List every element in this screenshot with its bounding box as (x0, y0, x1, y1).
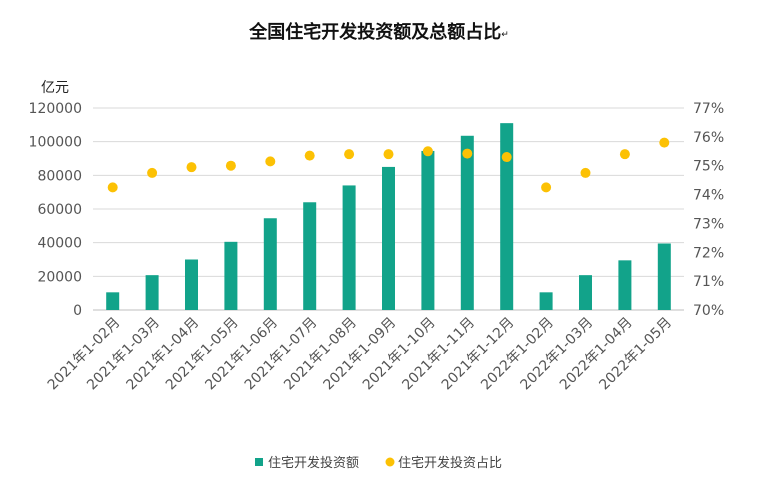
right-tick-label: 74% (693, 188, 724, 204)
x-axis-ticks: 2021年1-02月2021年1-03月2021年1-04月2021年1-05月… (45, 315, 675, 394)
left-axis-ticks: 0 20000 40000 60000 80000 100000 120000 (29, 101, 82, 319)
left-tick-label: 80000 (37, 168, 82, 184)
bar (500, 123, 514, 311)
data-point (383, 149, 394, 160)
left-tick-label: 20000 (37, 269, 82, 285)
left-tick-label: 120000 (29, 101, 82, 117)
data-point (304, 150, 315, 161)
bar (263, 218, 277, 310)
left-tick-label: 60000 (37, 202, 82, 218)
legend-swatch-dot (385, 457, 395, 467)
legend-label-dot: 住宅开发投资占比 (398, 455, 502, 471)
bar (185, 259, 198, 310)
legend-label-bar: 住宅开发投资额 (268, 455, 359, 471)
bar (224, 241, 238, 310)
data-point (225, 160, 236, 171)
data-point (186, 162, 197, 173)
right-tick-label: 76% (693, 130, 724, 146)
bar (145, 275, 159, 310)
data-point (344, 149, 355, 160)
right-tick-label: 73% (693, 216, 724, 232)
legend: 住宅开发投资额 住宅开发投资占比 (255, 455, 502, 471)
bar (618, 260, 632, 310)
data-point (147, 167, 158, 178)
data-point (501, 152, 512, 163)
bar (539, 292, 553, 310)
data-point (659, 137, 670, 148)
legend-swatch-bar (255, 458, 263, 466)
right-tick-label: 70% (693, 303, 724, 319)
chart-title: 全国住宅开发投资额及总额占比↵ (248, 21, 509, 43)
bar (657, 243, 671, 310)
left-tick-label: 40000 (37, 236, 82, 252)
x-tick-label: 2022年1-05月 (596, 315, 675, 394)
data-point (107, 182, 118, 193)
right-tick-label: 77% (693, 101, 724, 117)
scatter-series (107, 137, 670, 193)
left-tick-label: 0 (73, 303, 82, 319)
bar (382, 166, 395, 310)
bar (421, 150, 435, 310)
bar (342, 185, 356, 310)
bar-series (106, 123, 671, 311)
data-point (541, 182, 552, 193)
right-tick-label: 75% (693, 159, 724, 175)
left-tick-label: 100000 (29, 135, 82, 151)
data-point (580, 167, 591, 178)
data-point (462, 148, 473, 159)
bar (303, 202, 317, 310)
y-axis-unit: 亿元 (41, 80, 69, 96)
right-axis-ticks: 70% 71% 72% 73% 74% 75% 76% 77% (693, 101, 724, 319)
right-tick-label: 71% (693, 274, 724, 290)
data-point (619, 149, 630, 160)
bar (106, 292, 120, 310)
data-point (265, 156, 276, 167)
right-tick-label: 72% (693, 245, 724, 261)
data-point (422, 146, 433, 157)
bar (460, 135, 474, 310)
bar (579, 275, 592, 310)
